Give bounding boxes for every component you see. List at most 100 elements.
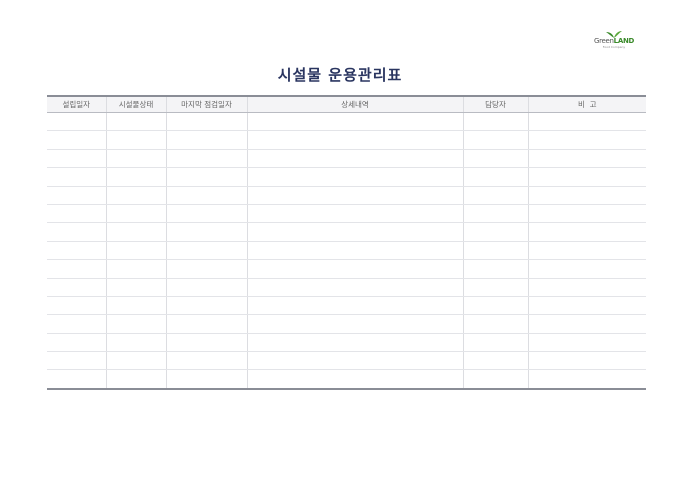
table-cell[interactable] [462,351,528,371]
table-cell[interactable] [462,112,528,132]
table-cell[interactable] [47,369,106,390]
table-cell[interactable] [246,259,463,279]
column-header: 시설물상태 [105,96,166,113]
table-cell[interactable] [462,149,528,169]
table-cell[interactable] [246,167,463,187]
table-cell[interactable] [47,204,106,224]
table-cell[interactable] [462,369,528,390]
table-cell[interactable] [105,314,166,334]
table-cell[interactable] [165,186,247,205]
table-cell[interactable] [462,278,528,297]
table-cell[interactable] [47,112,106,132]
table-cell[interactable] [462,167,528,187]
table-cell[interactable] [105,259,166,279]
table-cell[interactable] [165,149,247,169]
table-cell[interactable] [105,112,166,132]
column-header: 담당자 [462,96,528,113]
table-cell[interactable] [462,314,528,334]
table-cell[interactable] [47,130,106,150]
table-cell[interactable] [527,149,646,169]
table-cell[interactable] [246,351,463,371]
table-cell[interactable] [246,314,463,334]
table-cell[interactable] [462,204,528,224]
table-cell[interactable] [165,333,247,353]
table-cell[interactable] [105,204,166,224]
table-row [47,369,646,390]
table-cell[interactable] [105,149,166,169]
table-cell[interactable] [527,333,646,353]
table-cell[interactable] [527,204,646,224]
table-cell[interactable] [105,296,166,316]
table-cell[interactable] [165,351,247,371]
table-cell[interactable] [47,149,106,169]
table-cell[interactable] [246,222,463,242]
table-cell[interactable] [462,333,528,353]
table-cell[interactable] [105,222,166,242]
table-cell[interactable] [527,259,646,279]
table-cell[interactable] [47,278,106,297]
table-cell[interactable] [105,130,166,150]
table-row [47,112,646,132]
table-cell[interactable] [165,112,247,132]
table-cell[interactable] [527,130,646,150]
table-cell[interactable] [165,278,247,297]
table-cell[interactable] [165,204,247,224]
table-cell[interactable] [246,186,463,205]
table-cell[interactable] [246,369,463,390]
table-cell[interactable] [47,296,106,316]
table-cell[interactable] [165,369,247,390]
table-cell[interactable] [246,333,463,353]
table-cell[interactable] [105,186,166,205]
table-cell[interactable] [246,112,463,132]
table-cell[interactable] [165,296,247,316]
table-cell[interactable] [527,278,646,297]
table-cell[interactable] [47,333,106,353]
table-cell[interactable] [105,278,166,297]
table-cell[interactable] [246,241,463,261]
table-cell[interactable] [527,296,646,316]
table-cell[interactable] [165,222,247,242]
table-cell[interactable] [527,186,646,205]
table-cell[interactable] [105,333,166,353]
table-cell[interactable] [462,259,528,279]
table-cell[interactable] [527,369,646,390]
table-cell[interactable] [47,259,106,279]
table-cell[interactable] [246,296,463,316]
table-cell[interactable] [105,369,166,390]
table-cell[interactable] [246,130,463,150]
table-cell[interactable] [527,112,646,132]
table-cell[interactable] [47,351,106,371]
table-row [47,333,646,353]
table-cell[interactable] [246,204,463,224]
table-cell[interactable] [527,314,646,334]
table-row [47,278,646,297]
table-cell[interactable] [527,167,646,187]
table-cell[interactable] [165,167,247,187]
table-cell[interactable] [462,130,528,150]
table-cell[interactable] [527,241,646,261]
table-cell[interactable] [105,167,166,187]
table-cell[interactable] [462,186,528,205]
table-cell[interactable] [165,241,247,261]
logo-subtitle: Food Company [602,45,626,49]
table-cell[interactable] [462,296,528,316]
table-cell[interactable] [165,259,247,279]
table-cell[interactable] [165,130,247,150]
table-row [47,130,646,150]
table-row [47,186,646,205]
table-cell[interactable] [47,167,106,187]
table-cell[interactable] [47,314,106,334]
column-header: 비 고 [527,96,646,113]
table-cell[interactable] [246,149,463,169]
table-cell[interactable] [47,186,106,205]
table-cell[interactable] [105,241,166,261]
table-cell[interactable] [47,222,106,242]
table-cell[interactable] [462,241,528,261]
table-cell[interactable] [246,278,463,297]
table-cell[interactable] [165,314,247,334]
table-cell[interactable] [47,241,106,261]
table-cell[interactable] [105,351,166,371]
table-cell[interactable] [527,222,646,242]
table-cell[interactable] [462,222,528,242]
table-cell[interactable] [527,351,646,371]
